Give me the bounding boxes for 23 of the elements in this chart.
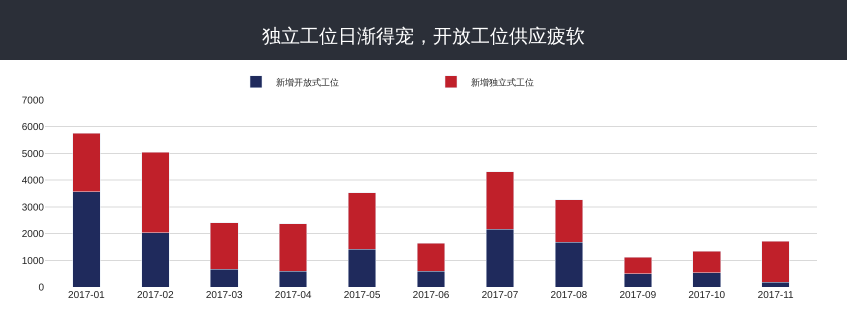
x-tick-label: 2017-02 (136, 290, 174, 301)
x-tick-label: 2017-09 (619, 290, 657, 301)
x-tick-label: 2017-04 (274, 290, 312, 301)
x-tick-label: 2017-11 (758, 290, 794, 301)
y-tick-label: 0 (38, 282, 44, 294)
y-tick-label: 4000 (22, 176, 44, 187)
y-tick-label: 3000 (22, 202, 44, 214)
x-tick-label: 2017-03 (206, 290, 243, 301)
y-tick-label: 1000 (22, 256, 44, 267)
bar (762, 241, 790, 283)
x-tick-label: 2017-05 (344, 290, 381, 301)
x-tick-label: 2017-08 (550, 290, 588, 301)
y-tick-label: 6000 (22, 122, 44, 134)
y-tick-label: 2000 (22, 229, 44, 240)
x-tick-label: 2017-06 (412, 290, 450, 301)
y-tick-label: 7000 (22, 96, 44, 106)
x-tick-label: 2017-10 (688, 290, 726, 301)
legend-label: 新增开放式工位 (276, 77, 339, 88)
legend-label: 新增独立式工位 (471, 77, 534, 88)
y-tick-label: 5000 (22, 148, 44, 160)
x-tick-label: 2017-07 (482, 290, 519, 301)
x-tick-label: 2017-01 (68, 290, 106, 301)
chart-title: 独立工位日渐得宠，开放工位供应疲软 (262, 26, 585, 48)
